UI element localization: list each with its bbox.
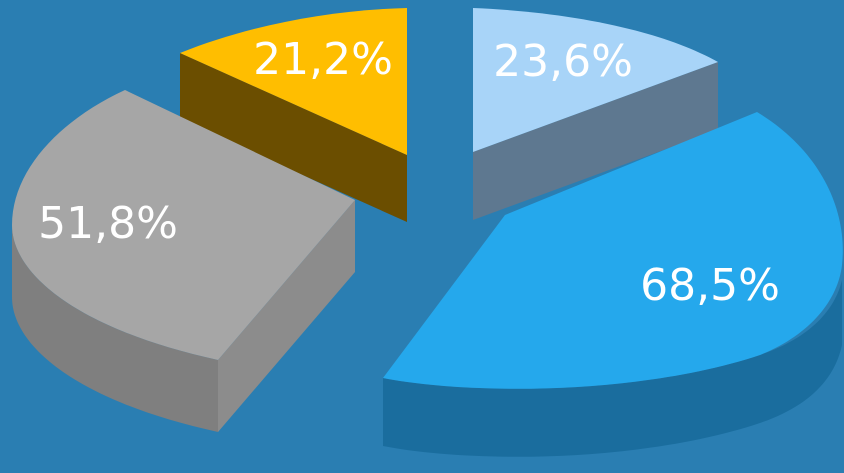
slice-2-top	[383, 112, 843, 389]
data-label-1: 23,6%	[493, 36, 633, 87]
data-label-4: 21,2%	[253, 34, 393, 85]
slice-1-side	[473, 62, 718, 220]
slice-4-top	[180, 8, 407, 155]
slice-sides	[12, 53, 842, 457]
slice-3-side	[12, 225, 218, 432]
slice-3-cut	[218, 200, 355, 432]
data-labels: 23,6% 68,5% 51,8% 21,2%	[38, 34, 780, 311]
data-label-2: 68,5%	[640, 260, 780, 311]
slice-1-top	[473, 8, 718, 152]
slice-tops	[12, 8, 843, 389]
data-label-3: 51,8%	[38, 198, 178, 249]
slice-3-top	[12, 90, 355, 360]
slice-4-side	[180, 53, 407, 222]
slice-2-side	[383, 280, 842, 457]
